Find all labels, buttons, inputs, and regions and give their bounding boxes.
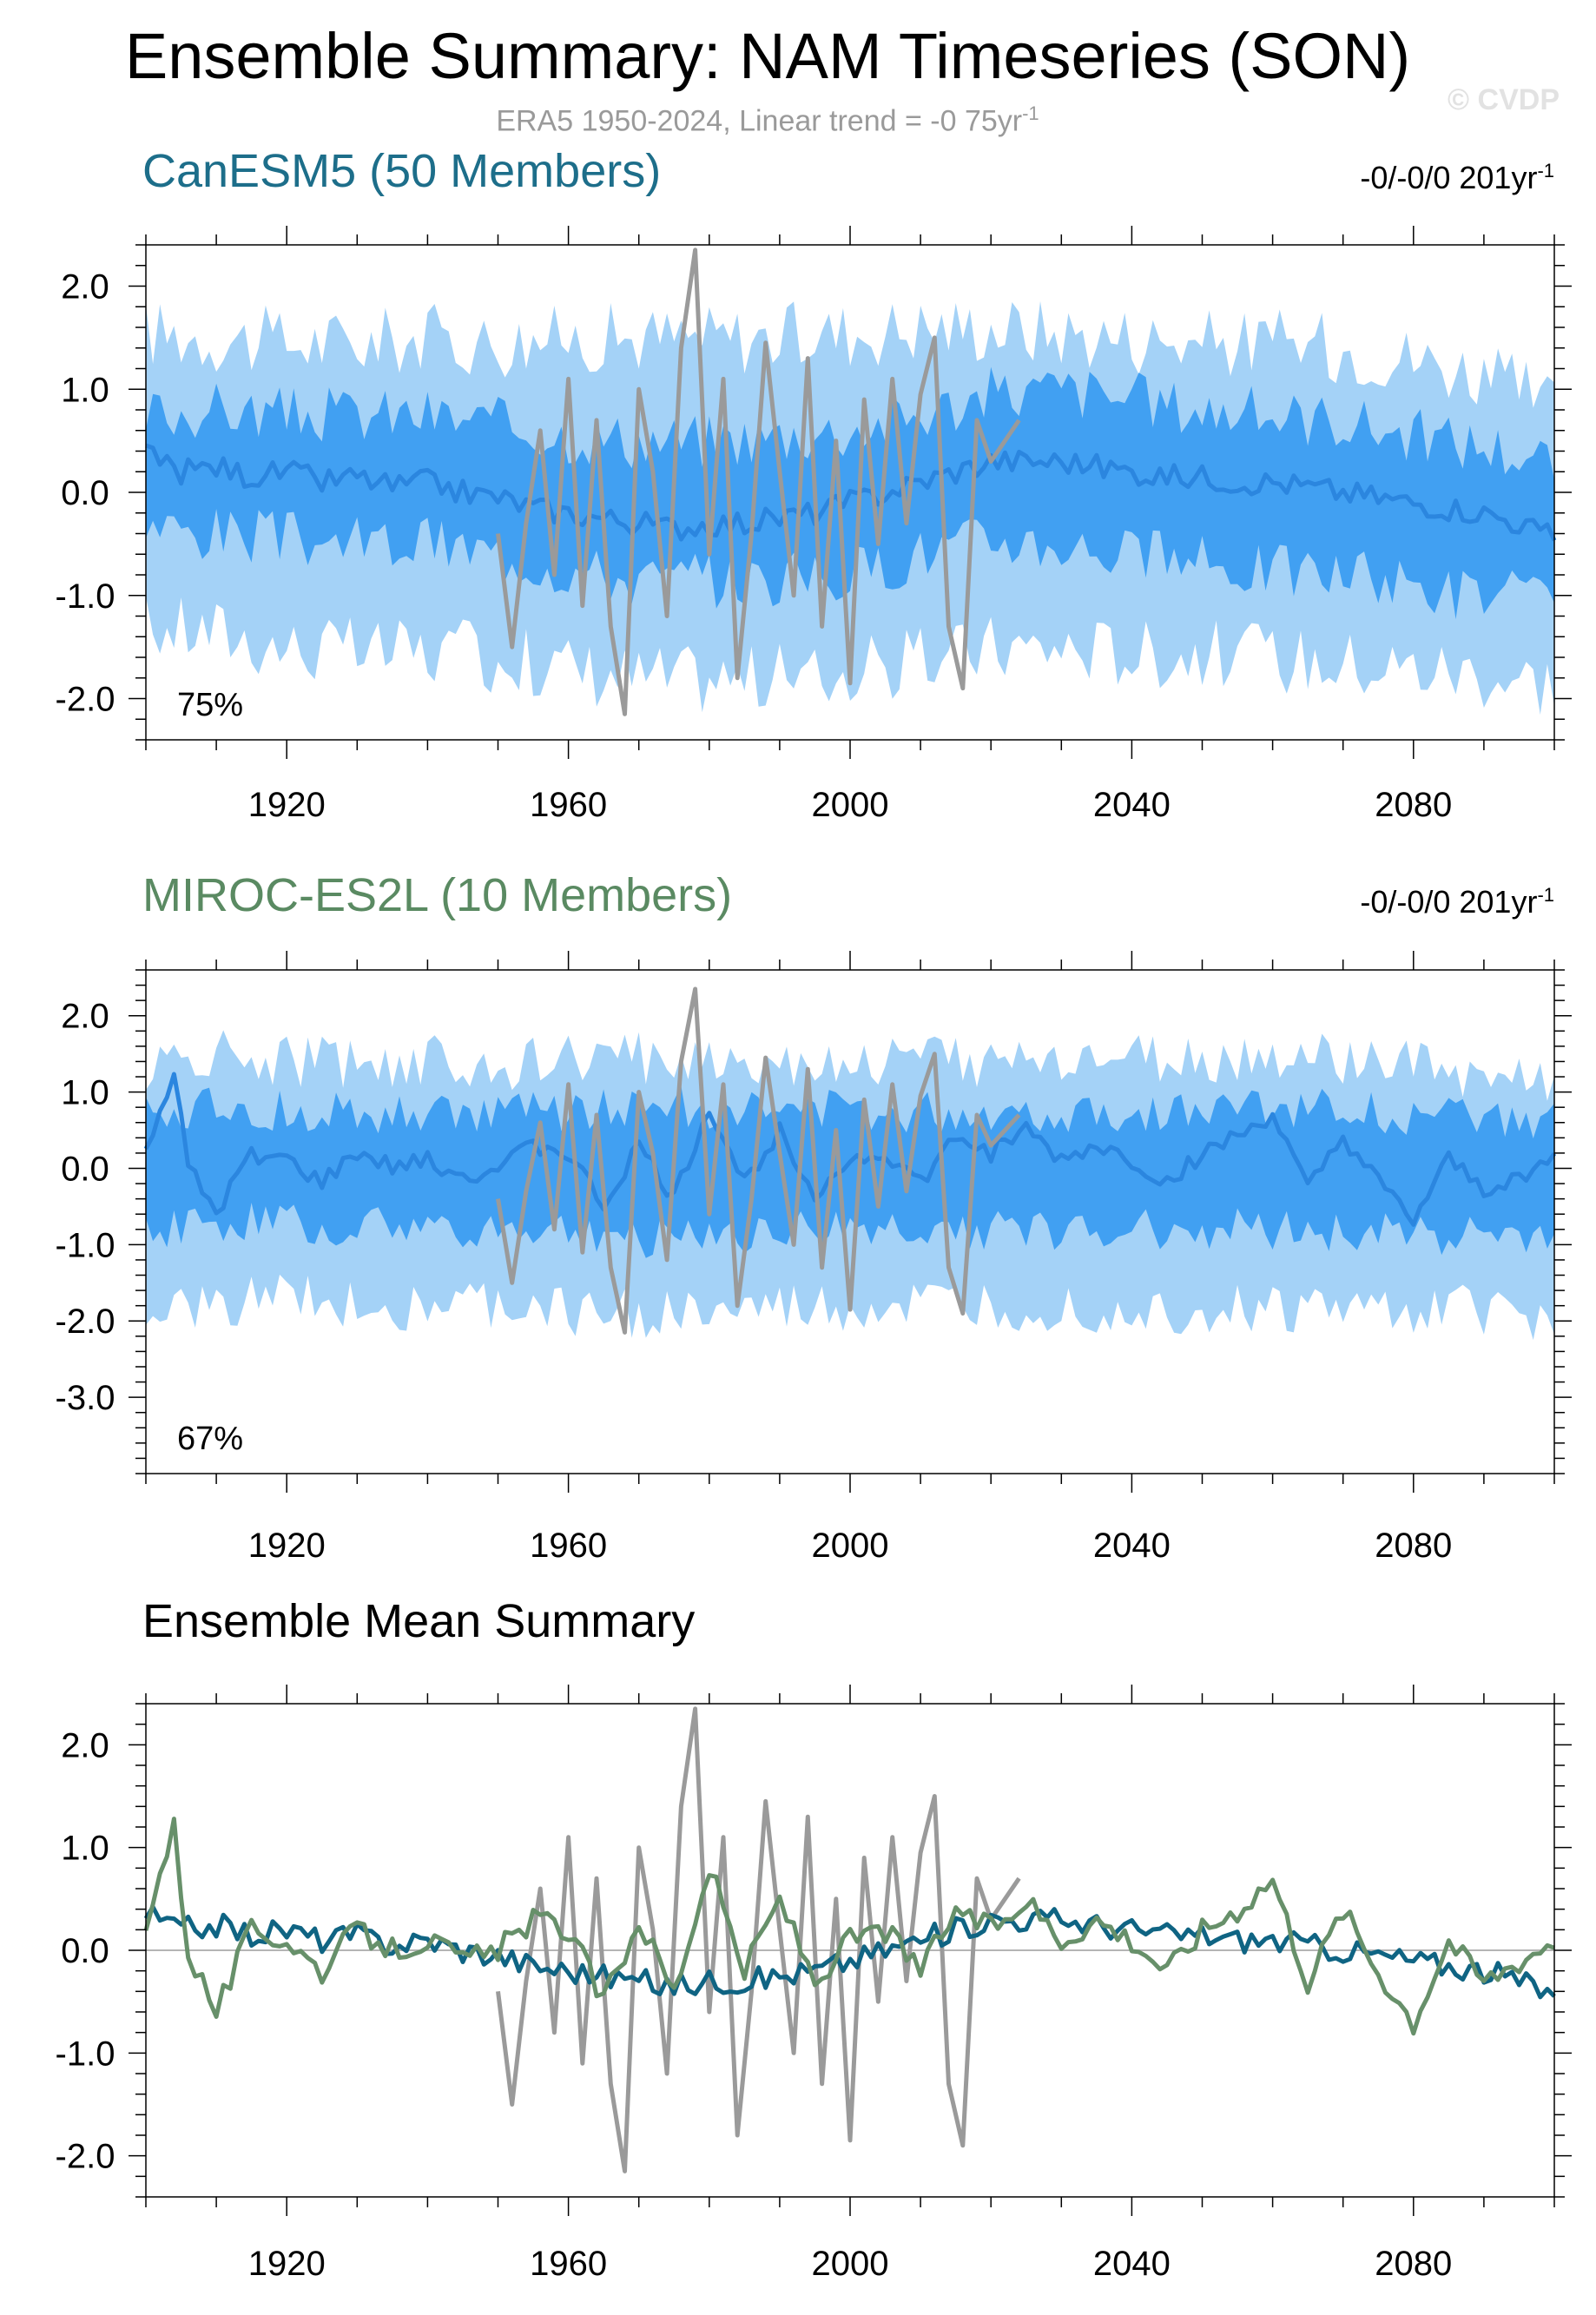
y-tick-label: -3.0	[56, 1379, 115, 1417]
y-tick-label: 0.0	[61, 1150, 109, 1188]
x-tick-label: 2000	[812, 786, 889, 824]
y-tick-label: -2.0	[56, 1303, 115, 1341]
era5-observed-line	[496, 986, 1021, 1335]
panel-1-trend-sup: -1	[1537, 160, 1554, 181]
panel-1-trend-text: -0/-0/0 201yr	[1360, 160, 1538, 195]
era5-observed-line	[496, 1706, 1021, 2173]
x-tick-label: 2080	[1375, 1527, 1452, 1565]
y-tick-label: 1.0	[61, 1830, 109, 1868]
chart-main-title: Ensemble Summary: NAM Timeseries (SON)	[124, 20, 1411, 92]
ensemble-mean-summary-plot: 1920 1960 2000 2040 2080 2.0 1.0 0.0 -1.0 -2.0	[56, 1685, 1572, 2283]
percent-annotation: 75%	[177, 687, 243, 723]
y-tick-label: 0.0	[61, 474, 109, 512]
percent-annotation: 67%	[177, 1421, 243, 1457]
y-tick-label: -1.0	[56, 577, 115, 616]
x-tick-label: 2040	[1093, 1527, 1171, 1565]
x-tick-label: 1920	[248, 1527, 326, 1565]
canesm5-plot: 1920 1960 2000 2040 2080 2.0 1.0 0.0 -1.0 -2.0 75%	[56, 226, 1572, 824]
y-tick-label: -1.0	[56, 2035, 115, 2073]
x-tick-label: 1960	[530, 786, 607, 824]
panel-2-trend: -0/-0/0 201yr-1	[1360, 884, 1554, 920]
inner-range-band	[146, 1085, 1554, 1258]
x-tick-label: 2080	[1375, 2245, 1452, 2283]
x-tick-label: 2080	[1375, 786, 1452, 824]
era5-observed-line	[496, 247, 1021, 716]
panel-2-trend-text: -0/-0/0 201yr	[1360, 884, 1538, 920]
panel-2-title: MIROC-ES2L (10 Members)	[142, 869, 733, 921]
x-tick-label: 1920	[248, 786, 326, 824]
y-tick-label: 2.0	[61, 1726, 109, 1764]
x-tick-label: 2040	[1093, 2245, 1171, 2283]
x-tick-label: 1920	[248, 2245, 326, 2283]
x-tick-label: 2000	[812, 1527, 889, 1565]
panel-3-title: Ensemble Mean Summary	[142, 1595, 696, 1647]
x-tick-label: 1960	[530, 2245, 607, 2283]
x-tick-label: 1960	[530, 1527, 607, 1565]
x-tick-label: 2000	[812, 2245, 889, 2283]
y-tick-label: 2.0	[61, 268, 109, 307]
panel-1-title: CanESM5 (50 Members)	[142, 145, 662, 197]
miroc-es2l-mean-line	[143, 1817, 1555, 2036]
y-tick-label: 0.0	[61, 1932, 109, 1970]
y-tick-label: -2.0	[56, 2138, 115, 2176]
x-tick-label: 2040	[1093, 786, 1171, 824]
miroc-es2l-plot: 1920 1960 2000 2040 2080 2.0 1.0 0.0 -1.0 -2.0 -3.…	[56, 951, 1572, 1565]
ensemble-mean-line	[143, 1072, 1557, 1227]
subtitle-superscript: -1	[1022, 102, 1039, 124]
cvdp-watermark: © CVDP	[1448, 83, 1560, 116]
panel-2-trend-sup: -1	[1537, 884, 1554, 906]
y-tick-label: -1.0	[56, 1226, 115, 1264]
panel-1-trend: -0/-0/0 201yr-1	[1360, 160, 1554, 196]
chart-subtitle: ERA5 1950-2024, Linear trend = -0 75yr-1	[0, 102, 1535, 138]
subtitle-text: ERA5 1950-2024, Linear trend = -0 75yr	[496, 104, 1023, 138]
y-tick-label: 1.0	[61, 371, 109, 409]
y-tick-label: 2.0	[61, 998, 109, 1036]
y-tick-label: 1.0	[61, 1074, 109, 1112]
y-tick-label: -2.0	[56, 681, 115, 719]
ensemble-mean-line	[145, 443, 1557, 542]
